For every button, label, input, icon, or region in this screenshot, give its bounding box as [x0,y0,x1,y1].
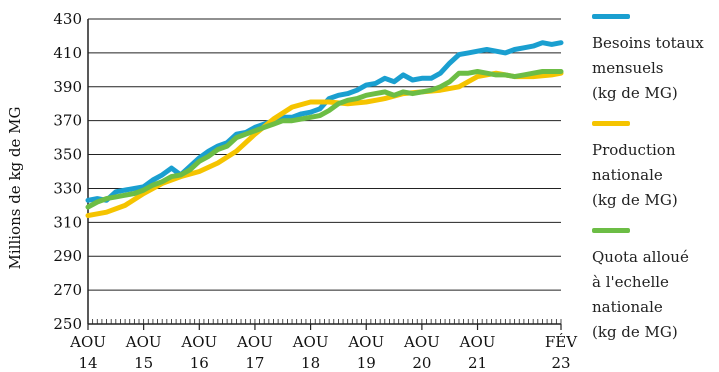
legend-item-production: Production nationale (kg de MG) [592,121,719,213]
series-lines [85,40,564,219]
x-tick-label-bottom-3: 17 [245,354,264,372]
legend: Besoins totaux mensuels (kg de MG) Produ… [592,0,719,345]
legend-item-besoins: Besoins totaux mensuels (kg de MG) [592,14,719,106]
y-tick-label-390: 390 [53,78,82,96]
legend-label-quota: Quota alloué à l'echelle nationale (kg d… [592,248,689,341]
x-tick-label-bottom-4: 18 [301,354,320,372]
y-tick-label-410: 410 [53,44,82,62]
legend-swatch-besoins [592,14,630,19]
y-tick-label-370: 370 [53,112,82,130]
line-chart: 250 270 290 310 330 350 370 390 410 430 AOU 14 AOU 1… [6,10,578,372]
x-tick-label-top-3: AOU [236,333,273,351]
x-tick-label-bottom-2: 16 [190,354,209,372]
x-axis: AOU 14 AOU 15 AOU 16 AOU 17 AOU 18 AOU 19 AOU 20 AOU 21… [69,319,578,372]
x-tick-label-top-0: AOU [69,333,106,351]
x-tick-label-bottom-5: 19 [357,354,376,372]
y-tick-label-270: 270 [53,281,82,299]
legend-label-production: Production nationale (kg de MG) [592,141,678,209]
x-tick-label-bottom-1: 15 [134,354,153,372]
legend-item-quota: Quota alloué à l'echelle nationale (kg d… [592,228,719,345]
legend-label-besoins: Besoins totaux mensuels (kg de MG) [592,34,704,102]
x-tick-label-bottom-0: 14 [78,354,97,372]
x-tick-label-top-4: AOU [292,333,329,351]
legend-swatch-production [592,121,630,126]
x-tick-label-top-1: AOU [125,333,162,351]
x-tick-label-bottom-7: 21 [468,354,487,372]
series-line-2 [85,69,564,210]
series-line-1 [85,70,564,219]
y-axis-label: Millions de kg de MG [6,106,24,269]
y-tick-label-310: 310 [53,213,82,231]
x-tick-label-bottom-8: 23 [551,354,570,372]
y-tick-label-330: 330 [53,179,82,197]
x-tick-label-top-6: AOU [403,333,440,351]
x-tick-label-top-2: AOU [180,333,217,351]
x-tick-label-top-8: FÉV [545,333,578,351]
y-axis: 250 270 290 310 330 350 370 390 410 430 [53,10,89,333]
x-tick-label-bottom-6: 20 [412,354,431,372]
series-line-0 [85,40,564,203]
legend-swatch-quota [592,228,630,233]
y-tick-label-430: 430 [53,10,82,28]
x-tick-label-top-5: AOU [347,333,384,351]
x-tick-label-top-7: AOU [459,333,496,351]
gridlines [88,18,561,325]
y-tick-label-290: 290 [53,247,82,265]
y-tick-label-350: 350 [53,146,82,164]
y-tick-label-250: 250 [53,315,82,333]
